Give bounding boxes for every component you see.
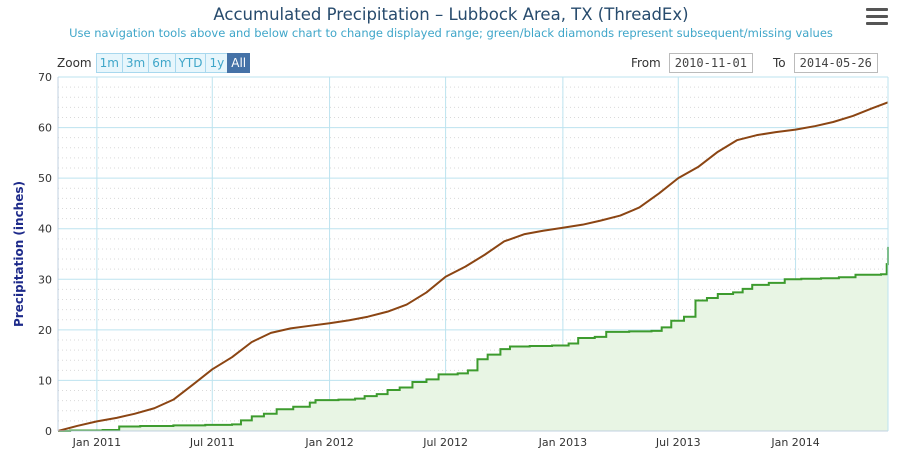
y-tick-label: 10 <box>38 374 52 387</box>
observed-area-fill <box>58 246 888 431</box>
y-tick-label: 70 <box>38 71 52 84</box>
range-to-input[interactable]: 2014-05-26 <box>793 53 878 73</box>
y-tick-label: 40 <box>38 223 52 236</box>
menu-bar <box>866 22 888 25</box>
x-tick-label: Jul 2011 <box>189 436 235 449</box>
zoom-button-all[interactable]: All <box>227 53 251 73</box>
chart-subtitle: Use navigation tools above and below cha… <box>69 26 833 40</box>
x-tick-label: Jan 2012 <box>304 436 353 449</box>
menu-bar <box>866 15 888 18</box>
zoom-button-ytd[interactable]: YTD <box>174 53 207 73</box>
normal-series-line <box>57 101 889 432</box>
y-tick-label: 20 <box>38 324 52 337</box>
observed-series-line <box>58 246 889 432</box>
chart-title: Accumulated Precipitation – Lubbock Area… <box>213 5 689 24</box>
range-from: From 2010-11-01 <box>631 53 753 73</box>
zoom-button-1y[interactable]: 1y <box>205 53 229 73</box>
range-from-input[interactable]: 2010-11-01 <box>668 53 753 73</box>
zoom-label: Zoom <box>57 56 92 70</box>
y-axis-label: Precipitation (inches) <box>12 181 26 327</box>
axes: 0 10 20 30 40 50 60 70 Jan 2011 Jul 2011 Jan 2012 J… <box>38 71 889 449</box>
x-tick-label: Jan 2011 <box>72 436 121 449</box>
x-tick-label: Jul 2013 <box>655 436 701 449</box>
x-tick-label: Jan 2013 <box>538 436 587 449</box>
menu-bar <box>866 8 888 11</box>
y-tick-label: 0 <box>45 425 52 438</box>
series <box>57 101 889 432</box>
y-tick-label: 60 <box>38 122 52 135</box>
zoom-button-1m[interactable]: 1m <box>95 53 123 73</box>
x-tick-label: Jan 2014 <box>770 436 819 449</box>
y-tick-label: 30 <box>38 273 52 286</box>
range-from-label: From <box>631 56 661 70</box>
y-tick-label: 50 <box>38 172 52 185</box>
hamburger-menu-icon[interactable] <box>866 8 888 28</box>
zoom-selector: Zoom 1m 3m 6m YTD 1y All <box>57 53 251 73</box>
x-tick-label: Jul 2012 <box>422 436 468 449</box>
range-to: To 2014-05-26 <box>773 53 878 73</box>
range-to-label: To <box>773 56 786 70</box>
